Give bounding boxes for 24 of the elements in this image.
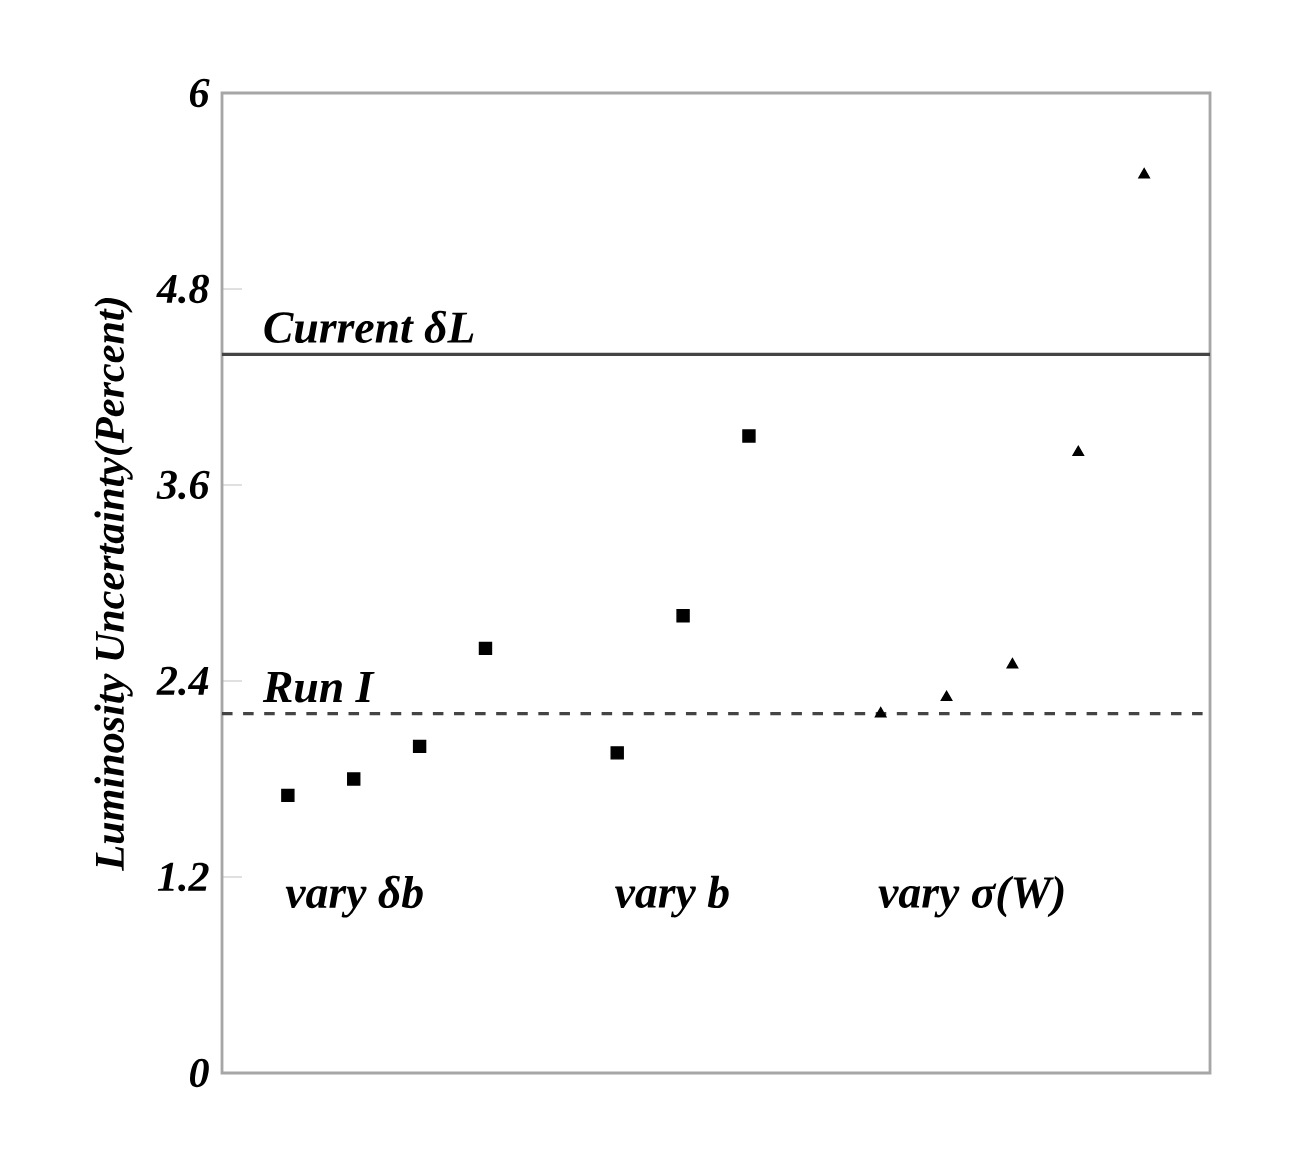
- y-tick-label: 0: [189, 1058, 209, 1088]
- point: [412, 739, 427, 754]
- annotation: vary b: [615, 875, 729, 918]
- annotation: vary δb: [285, 875, 423, 918]
- ref-line-label: Run I: [262, 671, 375, 703]
- point: [347, 772, 361, 786]
- point: [610, 746, 624, 760]
- point: [676, 608, 690, 623]
- point: [874, 706, 887, 718]
- point: [478, 641, 493, 656]
- annotation: vary σ(W): [878, 875, 1064, 918]
- y-tick-label: 1.2: [157, 862, 209, 892]
- y-tick-label: 4.8: [156, 274, 209, 304]
- y-tick-label: 2.4: [156, 666, 209, 696]
- y-axis-title: Luminosity Uncertainty(Percent): [94, 298, 133, 871]
- ref-line-label: Current δL: [264, 310, 474, 344]
- y-tick-label: 3.6: [156, 470, 210, 500]
- point: [1006, 657, 1019, 669]
- point: [742, 429, 756, 443]
- point: [940, 690, 953, 702]
- point: [1138, 167, 1151, 179]
- point: [1072, 445, 1085, 457]
- point: [281, 788, 295, 803]
- y-tick-label: 6: [189, 78, 210, 108]
